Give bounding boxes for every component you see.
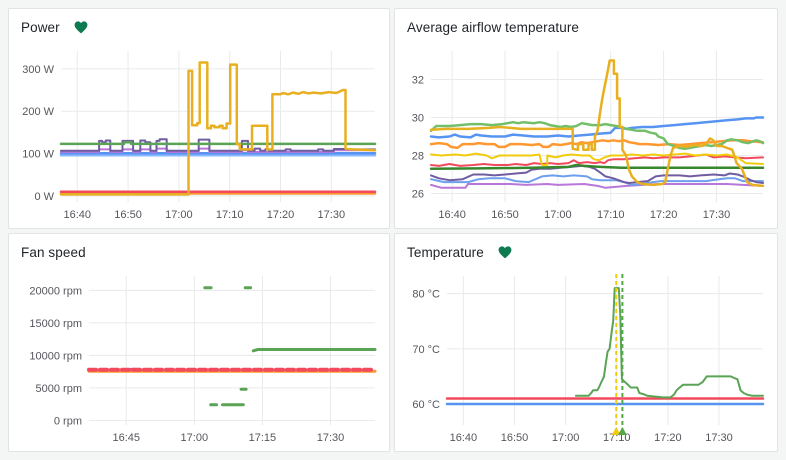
x-tick-label: 17:30: [703, 209, 731, 221]
panel-power-header: Power: [9, 9, 389, 37]
power-chart[interactable]: 16:40 16:50 17:00 17:10 17:20 17:30 0 W 100 W 20…: [11, 37, 387, 226]
y-tick-label: 100 W: [22, 149, 54, 161]
y-tick-label: 80 °C: [412, 289, 440, 301]
airflow-temperature-chart[interactable]: 16:40 16:50 17:00 17:10 17:20 17:30 26 28 30 32: [397, 37, 775, 226]
series-purple-pulses-line: [60, 138, 376, 152]
series-green-flat-line: [59, 140, 377, 146]
x-tick-label: 17:30: [318, 209, 346, 221]
x-tick-label: 17:20: [654, 432, 682, 444]
y-tick-label: 0 W: [34, 191, 54, 203]
y-tick-label: 26: [412, 188, 424, 200]
gridlines: [447, 276, 763, 425]
chart-svg: 16:40 16:50 17:00 17:10 17:20 17:30 0 W 100 W 20…: [22, 51, 377, 221]
x-tick-label: 17:00: [181, 432, 209, 444]
y-tick-label: 70 °C: [412, 344, 440, 356]
series-purple-mid-line: [430, 164, 764, 184]
series-gold-variable-line: [59, 61, 377, 196]
x-tick-label: 17:30: [705, 432, 733, 444]
x-tick-label: 17:10: [597, 209, 625, 221]
series-dark-green-flat-line: [429, 163, 765, 171]
panel-airflow-temperature-title[interactable]: Average airflow temperature: [407, 19, 580, 35]
y-tick-label: 28: [412, 150, 424, 162]
y-tick-label: 0 rpm: [54, 415, 82, 427]
series-violet-low-line: [430, 183, 764, 189]
health-heart-icon: [498, 245, 512, 259]
fan-speed-chart[interactable]: 16:45 17:00 17:15 17:30 0 rpm 5000 rpm 10000 r…: [11, 262, 387, 449]
x-tick-label: 17:00: [165, 209, 193, 221]
y-tick-label: 5000 rpm: [36, 383, 82, 395]
series-blue-low-line: [430, 174, 764, 186]
panel-temperature-title[interactable]: Temperature: [407, 244, 484, 260]
panel-fan-speed: Fan speed 16:45 17:00 17:15 17:30 0 rpm 5000 …: [8, 233, 390, 452]
x-tick-label: 17:00: [552, 432, 580, 444]
x-tick-label: 17:20: [267, 209, 295, 221]
x-tick-label: 16:50: [501, 432, 529, 444]
panel-temperature: Temperature 16:40 16:50 17:00 17:10 17:20 17:…: [394, 233, 778, 452]
y-tick-label: 300 W: [22, 64, 54, 76]
x-tick-label: 16:40: [63, 209, 91, 221]
x-tick-label: 17:00: [544, 209, 572, 221]
x-tick-label: 17:10: [216, 209, 244, 221]
y-tick-label: 20000 rpm: [29, 285, 82, 297]
x-tick-label: 16:45: [112, 432, 140, 444]
panel-temperature-header: Temperature: [395, 234, 777, 262]
series-orange-line: [429, 139, 765, 150]
x-tick-label: 17:15: [249, 432, 277, 444]
x-tick-label: 16:40: [450, 432, 478, 444]
x-tick-label: 16:40: [438, 209, 466, 221]
chart-svg: 16:40 16:50 17:00 17:10 17:20 17:30 26 28 30 32: [412, 51, 765, 221]
health-heart-icon: [74, 20, 88, 34]
x-tick-label: 16:50: [114, 209, 142, 221]
x-tick-label: 17:30: [317, 432, 345, 444]
annotation-yellow-marker-icon[interactable]: [611, 427, 621, 435]
y-tick-label: 60 °C: [412, 399, 440, 411]
panel-airflow-temperature-header: Average airflow temperature: [395, 9, 777, 37]
series-gold-spike-line: [429, 59, 765, 188]
temperature-chart[interactable]: 16:40 16:50 17:00 17:10 17:20 17:30 60 °C 70 °C…: [397, 262, 775, 449]
series-green-spike-line: [574, 287, 764, 399]
series-yellow-line: [430, 152, 764, 166]
series-green-segments-line: [251, 348, 377, 353]
gridlines: [61, 51, 375, 202]
y-tick-label: 30: [412, 112, 424, 124]
x-tick-label: 16:50: [491, 209, 519, 221]
y-tick-label: 10000 rpm: [29, 350, 82, 362]
y-tick-label: 200 W: [22, 106, 54, 118]
annotation-green-marker-icon[interactable]: [617, 427, 627, 435]
series-blue-high-line: [429, 116, 765, 139]
x-tick-label: 17:20: [650, 209, 678, 221]
y-tick-label: 15000 rpm: [29, 318, 82, 330]
chart-svg: 16:45 17:00 17:15 17:30 0 rpm 5000 rpm 10000 r…: [29, 276, 377, 444]
panel-power-title[interactable]: Power: [21, 19, 60, 35]
y-tick-label: 32: [412, 74, 424, 86]
panel-airflow-temperature: Average airflow temperature 16:40 16:50 17…: [394, 8, 778, 229]
panel-fan-speed-title[interactable]: Fan speed: [21, 244, 86, 260]
panel-fan-speed-header: Fan speed: [9, 234, 389, 262]
